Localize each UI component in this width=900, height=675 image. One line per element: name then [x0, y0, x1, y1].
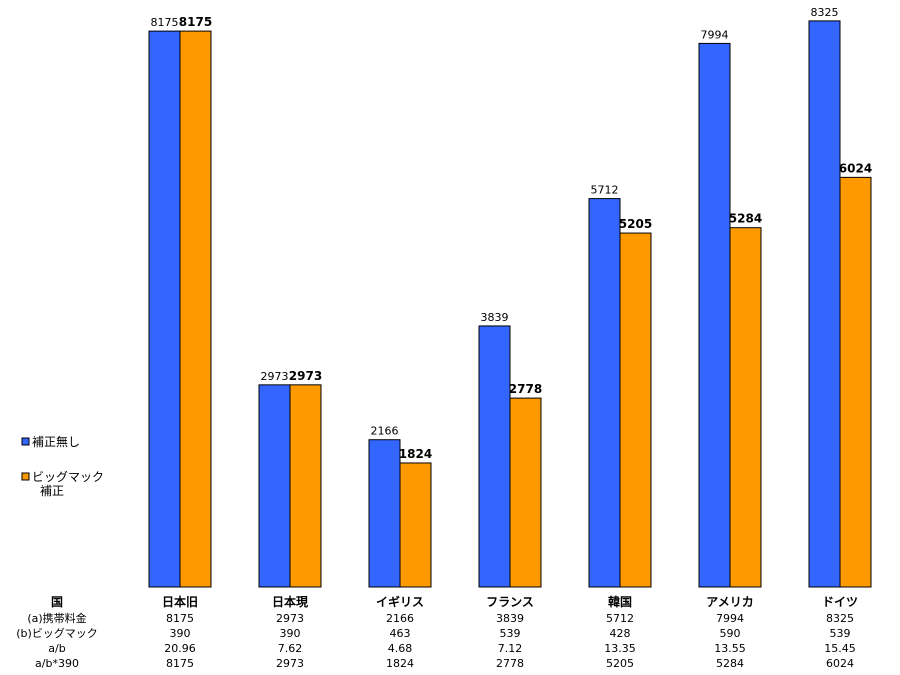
- category-label-1: 日本現: [272, 594, 308, 609]
- value-label-uncorrected-5: 7994: [701, 28, 729, 41]
- value-label-bigmac-0: 8175: [179, 15, 212, 29]
- table-cell-1-1: 390: [280, 627, 301, 640]
- legend-swatch-0: [21, 437, 30, 446]
- table-row-label-0: (a)携帯料金: [27, 611, 86, 625]
- bar-bigmac-0: [179, 30, 212, 588]
- value-label-uncorrected-4: 5712: [591, 184, 619, 197]
- table-cell-2-6: 15.45: [824, 642, 856, 655]
- table-cell-3-1: 2973: [276, 657, 304, 670]
- bar-bigmac-4: [619, 232, 652, 588]
- bar-bigmac-6: [839, 176, 872, 588]
- legend-swatch-1: [21, 472, 30, 481]
- value-label-bigmac-6: 6024: [839, 161, 872, 175]
- data-table: 日本旧 日本現 イギリス フランス 韓国 アメリカ ドイツ 国 (a)携帯料金 8175 2973 2…: [16, 594, 858, 670]
- table-cell-0-1: 2973: [276, 612, 304, 625]
- table-cell-1-3: 539: [500, 627, 521, 640]
- bars-layer: [148, 20, 872, 588]
- category-label-2: イギリス: [376, 594, 424, 609]
- table-cell-2-5: 13.55: [714, 642, 746, 655]
- category-label-0: 日本旧: [162, 594, 198, 609]
- value-label-bigmac-5: 5284: [729, 212, 762, 226]
- table-cell-2-0: 20.96: [164, 642, 196, 655]
- value-label-uncorrected-2: 2166: [371, 425, 399, 438]
- table-cell-2-3: 7.12: [498, 642, 523, 655]
- bar-uncorrected-4: [588, 198, 621, 588]
- value-label-bigmac-1: 2973: [289, 369, 322, 383]
- value-label-uncorrected-6: 8325: [811, 6, 839, 19]
- legend-label-0: 補正無し: [32, 434, 80, 449]
- table-row-label-1: (b)ビッグマック: [16, 626, 98, 640]
- bar-uncorrected-0: [148, 30, 181, 588]
- table-cell-3-6: 6024: [826, 657, 854, 670]
- table-cell-2-4: 13.35: [604, 642, 636, 655]
- table-cell-3-0: 8175: [166, 657, 194, 670]
- table-row-label-2: a/b: [48, 642, 65, 655]
- bar-bigmac-2: [399, 462, 432, 588]
- bar-uncorrected-6: [808, 20, 841, 588]
- table-row-label-3: a/b*390: [35, 657, 79, 670]
- category-label-3: フランス: [486, 595, 534, 609]
- bar-uncorrected-1: [258, 384, 291, 588]
- table-cell-2-1: 7.62: [278, 642, 303, 655]
- table-cell-0-2: 2166: [386, 612, 414, 625]
- table-cell-0-6: 8325: [826, 612, 854, 625]
- value-label-bigmac-2: 1824: [399, 447, 432, 461]
- table-cell-0-3: 3839: [496, 612, 524, 625]
- table-cell-1-2: 463: [390, 627, 411, 640]
- table-cell-3-4: 5205: [606, 657, 634, 670]
- bar-bigmac-1: [289, 384, 322, 588]
- category-label-6: ドイツ: [822, 595, 858, 609]
- bar-uncorrected-2: [368, 439, 401, 588]
- table-cell-0-4: 5712: [606, 612, 634, 625]
- value-label-uncorrected-3: 3839: [481, 311, 509, 324]
- table-cell-3-3: 2778: [496, 657, 524, 670]
- legend-label-1: ビッグマック補正: [32, 470, 104, 498]
- table-cell-1-0: 390: [170, 627, 191, 640]
- value-label-uncorrected-1: 2973: [261, 370, 289, 383]
- value-label-uncorrected-0: 8175: [151, 16, 179, 29]
- table-cell-0-5: 7994: [716, 612, 744, 625]
- category-label-4: 韓国: [608, 594, 632, 609]
- table-cell-1-5: 590: [720, 627, 741, 640]
- value-label-bigmac-3: 2778: [509, 382, 542, 396]
- category-label-5: アメリカ: [706, 595, 753, 609]
- table-cell-3-5: 5284: [716, 657, 744, 670]
- bar-bigmac-3: [509, 397, 542, 588]
- table-cell-2-2: 4.68: [388, 642, 413, 655]
- value-label-bigmac-4: 5205: [619, 217, 652, 231]
- bar-uncorrected-3: [478, 325, 511, 588]
- bar-uncorrected-5: [698, 42, 731, 588]
- table-cell-0-0: 8175: [166, 612, 194, 625]
- table-cell-1-6: 539: [830, 627, 851, 640]
- table-cell-3-2: 1824: [386, 657, 414, 670]
- table-cell-1-4: 428: [610, 627, 631, 640]
- table-header-label: 国: [51, 595, 63, 609]
- bar-bigmac-5: [729, 227, 762, 588]
